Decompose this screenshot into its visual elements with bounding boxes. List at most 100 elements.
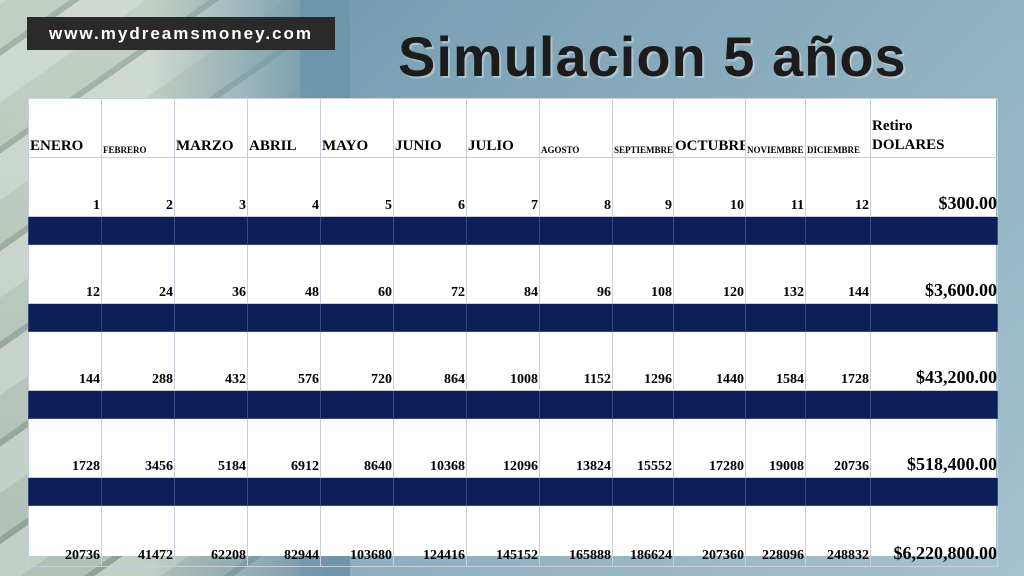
value-cell: 1728: [805, 331, 871, 391]
separator-cell: [673, 390, 746, 419]
value-cell: 1584: [745, 331, 806, 391]
separator-cell: [320, 216, 394, 245]
month-header-noviembre: NOVIEMBRE: [745, 98, 806, 158]
separator-cell: [28, 477, 102, 506]
separator-cell: [320, 477, 394, 506]
separator-cell: [870, 303, 998, 332]
value-cell: 2: [101, 157, 175, 217]
month-header-mayo: MAYO: [320, 98, 394, 158]
value-cell: 1728: [28, 418, 102, 478]
value-cell: 103680: [320, 505, 394, 567]
website-watermark: www.mydreamsmoney.com: [27, 17, 335, 50]
separator-cell: [805, 216, 871, 245]
value-cell: 17280: [673, 418, 746, 478]
separator-cell: [247, 477, 321, 506]
value-cell: 60: [320, 244, 394, 304]
value-cell: 3: [174, 157, 248, 217]
separator-cell: [673, 216, 746, 245]
year-row-5: 20736 41472 62208 82944 103680 124416 145152 16…: [28, 505, 998, 567]
value-cell: 15552: [612, 418, 674, 478]
value-cell: 288: [101, 331, 175, 391]
separator-cell: [247, 390, 321, 419]
value-cell: 144: [28, 331, 102, 391]
separator-cell: [805, 303, 871, 332]
separator-cell: [393, 303, 467, 332]
value-cell: 10: [673, 157, 746, 217]
separator-cell: [745, 303, 806, 332]
value-cell: 41472: [101, 505, 175, 567]
month-header-marzo: MARZO: [174, 98, 248, 158]
value-cell: 36: [174, 244, 248, 304]
separator-cell: [673, 477, 746, 506]
separator-cell: [174, 216, 248, 245]
separator-cell: [539, 303, 613, 332]
value-cell: 72: [393, 244, 467, 304]
value-cell: 5184: [174, 418, 248, 478]
value-cell: 20736: [28, 505, 102, 567]
retiro-total-cell: $43,200.00: [870, 331, 998, 391]
separator-cell: [466, 303, 540, 332]
value-cell: 165888: [539, 505, 613, 567]
separator-cell: [612, 303, 674, 332]
separator-cell: [612, 390, 674, 419]
separator-cell: [101, 390, 175, 419]
value-cell: 6: [393, 157, 467, 217]
value-cell: 1: [28, 157, 102, 217]
separator-cell: [174, 390, 248, 419]
separator-cell: [466, 477, 540, 506]
separator-cell: [745, 477, 806, 506]
separator-cell: [174, 303, 248, 332]
retiro-total-cell: $6,220,800.00: [870, 505, 998, 567]
value-cell: 120: [673, 244, 746, 304]
separator-cell: [612, 477, 674, 506]
separator-cell: [673, 303, 746, 332]
separator-bar-row: [28, 216, 998, 245]
month-header-abril: ABRIL: [247, 98, 321, 158]
month-header-julio: JULIO: [466, 98, 540, 158]
separator-cell: [28, 303, 102, 332]
value-cell: 8: [539, 157, 613, 217]
month-header-febrero: FEBRERO: [101, 98, 175, 158]
value-cell: 10368: [393, 418, 467, 478]
year-row-3: 144 288 432 576 720 864 1008 1152 1296 1440 1584 17…: [28, 331, 998, 391]
separator-bar-row: [28, 477, 998, 506]
separator-cell: [870, 216, 998, 245]
simulation-table-container: ENERO FEBRERO MARZO ABRIL MAYO JUNIO JULIO AGOS…: [28, 98, 998, 567]
retiro-label: Retiro: [872, 118, 913, 134]
month-header-septiembre: SEPTIEMBRE: [612, 98, 674, 158]
value-cell: 432: [174, 331, 248, 391]
value-cell: 19008: [745, 418, 806, 478]
simulation-table: ENERO FEBRERO MARZO ABRIL MAYO JUNIO JULIO AGOS…: [28, 98, 998, 567]
value-cell: 1440: [673, 331, 746, 391]
table-body: 1 2 3 4 5 6 7 8 9 10 11 12 $300.00 12 24 36 48 60 72 84 96 10…: [28, 157, 998, 567]
value-cell: 6912: [247, 418, 321, 478]
value-cell: 132: [745, 244, 806, 304]
year-row-2: 12 24 36 48 60 72 84 96 108 120 132 144 $3,600.00: [28, 244, 998, 304]
month-header-octubre: OCTUBRE: [673, 98, 746, 158]
value-cell: 3456: [101, 418, 175, 478]
year-row-4: 1728 3456 5184 6912 8640 10368 12096 13824 15552…: [28, 418, 998, 478]
value-cell: 7: [466, 157, 540, 217]
separator-cell: [539, 390, 613, 419]
month-header-junio: JUNIO: [393, 98, 467, 158]
value-cell: 8640: [320, 418, 394, 478]
value-cell: 24: [101, 244, 175, 304]
separator-cell: [539, 216, 613, 245]
separator-cell: [539, 477, 613, 506]
value-cell: 4: [247, 157, 321, 217]
value-cell: 12: [28, 244, 102, 304]
separator-cell: [101, 477, 175, 506]
value-cell: 9: [612, 157, 674, 217]
separator-cell: [393, 216, 467, 245]
separator-cell: [466, 390, 540, 419]
dolares-label: DOLARES: [872, 137, 945, 153]
value-cell: 144: [805, 244, 871, 304]
separator-cell: [28, 216, 102, 245]
value-cell: 228096: [745, 505, 806, 567]
value-cell: 5: [320, 157, 394, 217]
value-cell: 124416: [393, 505, 467, 567]
value-cell: 11: [745, 157, 806, 217]
value-cell: 1008: [466, 331, 540, 391]
value-cell: 1152: [539, 331, 613, 391]
month-header-diciembre: DICIEMBRE: [805, 98, 871, 158]
